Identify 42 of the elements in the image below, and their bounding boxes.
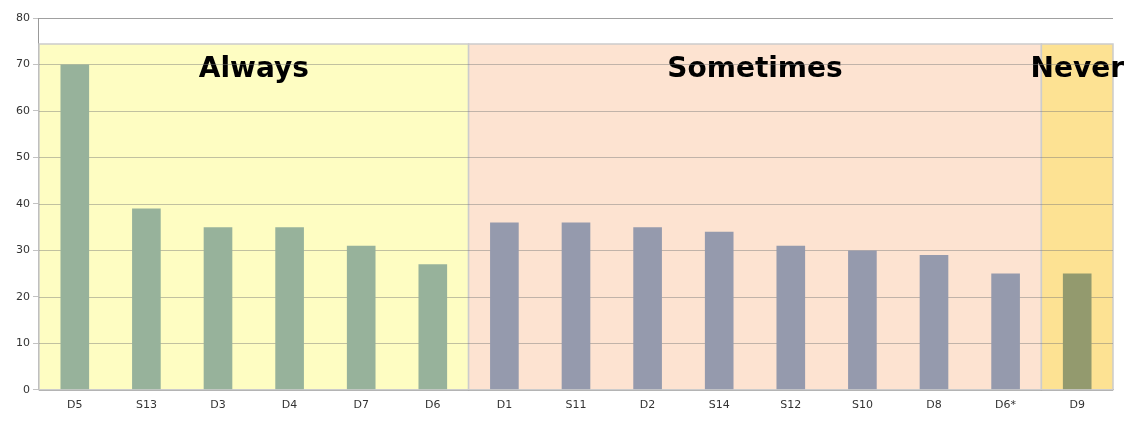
y-tick-label: 30	[16, 243, 30, 257]
y-tick-label: 40	[16, 196, 30, 210]
x-tick-label: D3	[210, 398, 226, 412]
bar	[1062, 273, 1092, 390]
x-tick-label: D1	[496, 398, 513, 412]
x-tick-label: S13	[135, 398, 157, 412]
y-tick-label: 20	[16, 289, 30, 303]
y-tick-label: 70	[16, 57, 30, 71]
x-tick-label: D4	[281, 398, 298, 412]
y-tick-label: 60	[16, 103, 30, 117]
bar	[203, 227, 233, 390]
x-tick-label: S12	[780, 398, 802, 412]
x-tick-label: D2	[639, 398, 656, 412]
x-tick-label: D6	[425, 398, 441, 412]
y-tick-label: 10	[16, 336, 30, 350]
bar	[275, 227, 304, 390]
bar	[919, 255, 949, 390]
bar	[346, 245, 376, 390]
bar	[561, 222, 591, 390]
bar	[60, 64, 90, 390]
bar	[704, 231, 734, 390]
y-tick-label: 80	[16, 10, 30, 24]
bar	[848, 250, 877, 390]
x-tick-label: D9	[1069, 398, 1085, 412]
bar	[991, 273, 1020, 390]
bar	[490, 222, 519, 390]
band-label: Never	[1030, 51, 1125, 85]
bar	[132, 208, 161, 390]
band-label: Always	[198, 51, 309, 85]
x-tick-label: D5	[67, 398, 83, 412]
bar	[418, 264, 448, 390]
x-tick-label: S14	[708, 398, 730, 412]
band-label: Sometimes	[667, 51, 843, 85]
x-tick-label: D6*	[995, 398, 1017, 412]
bar	[776, 245, 806, 390]
y-tick-label: 0	[23, 382, 30, 396]
y-tick-label: 50	[16, 150, 30, 164]
x-tick-label: D7	[353, 398, 369, 412]
x-tick-label: S10	[851, 398, 873, 412]
bar	[633, 227, 662, 390]
x-tick-label: S11	[565, 398, 587, 412]
x-tick-label: D8	[926, 398, 942, 412]
